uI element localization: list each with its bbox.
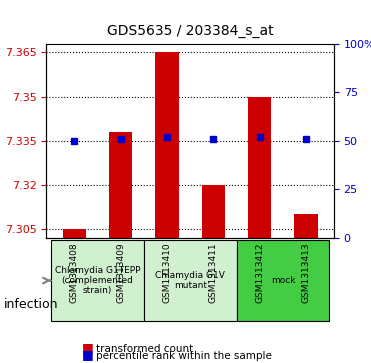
- Text: ■: ■: [82, 348, 93, 361]
- Text: percentile rank within the sample: percentile rank within the sample: [96, 351, 272, 361]
- FancyBboxPatch shape: [237, 240, 329, 321]
- FancyBboxPatch shape: [51, 240, 144, 321]
- Text: GSM1313408: GSM1313408: [70, 242, 79, 303]
- Bar: [155, 52, 178, 238]
- Text: GSM1313411: GSM1313411: [209, 242, 218, 303]
- Text: GSM1313409: GSM1313409: [116, 242, 125, 303]
- Text: mock: mock: [270, 276, 295, 285]
- Text: GSM1313412: GSM1313412: [255, 242, 264, 303]
- Bar: [63, 229, 86, 238]
- Text: transformed count: transformed count: [96, 344, 194, 354]
- Text: infection: infection: [4, 298, 58, 311]
- Text: Chlamydia G1V
mutant: Chlamydia G1V mutant: [155, 271, 225, 290]
- Text: Chlamydia G1TEPP
(complemented
strain): Chlamydia G1TEPP (complemented strain): [55, 266, 140, 295]
- Text: ■: ■: [82, 341, 93, 354]
- FancyBboxPatch shape: [144, 240, 237, 321]
- Text: GSM1313410: GSM1313410: [162, 242, 171, 303]
- Title: GDS5635 / 203384_s_at: GDS5635 / 203384_s_at: [107, 24, 273, 38]
- Bar: [248, 97, 271, 238]
- Bar: [109, 132, 132, 238]
- Text: GSM1313413: GSM1313413: [302, 242, 311, 303]
- Bar: [295, 215, 318, 238]
- Bar: [202, 185, 225, 238]
